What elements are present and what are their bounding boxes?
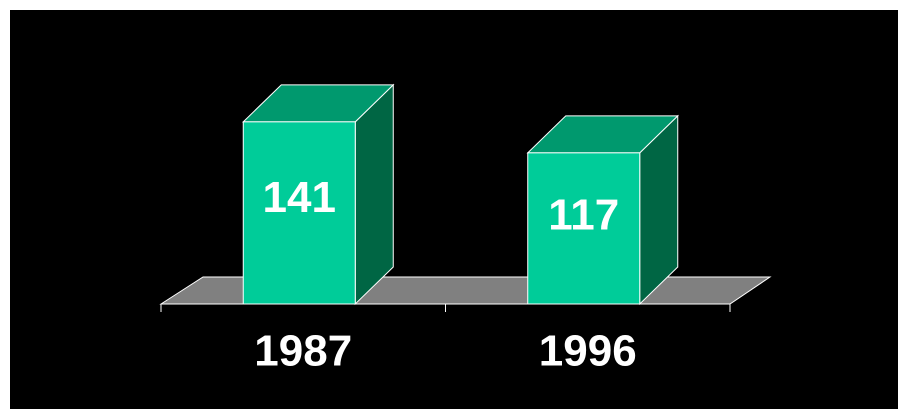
- bars: 141 117: [242, 83, 679, 306]
- chart-background: [10, 10, 898, 409]
- x-axis-tick-label: 1996: [539, 327, 637, 376]
- x-axis-ticks: [160, 304, 731, 312]
- bar-front-face: [527, 152, 641, 305]
- x-axis-tick-labels: 1987 1996: [254, 327, 636, 376]
- bar-1987: 141: [242, 83, 395, 306]
- data-label: 117: [548, 190, 619, 239]
- bar-side-face: [354, 83, 394, 306]
- bar-front-face: [242, 121, 356, 305]
- x-axis-tick-label: 1987: [254, 327, 352, 376]
- data-label: 141: [263, 173, 336, 222]
- bar-1996: 117: [526, 114, 679, 306]
